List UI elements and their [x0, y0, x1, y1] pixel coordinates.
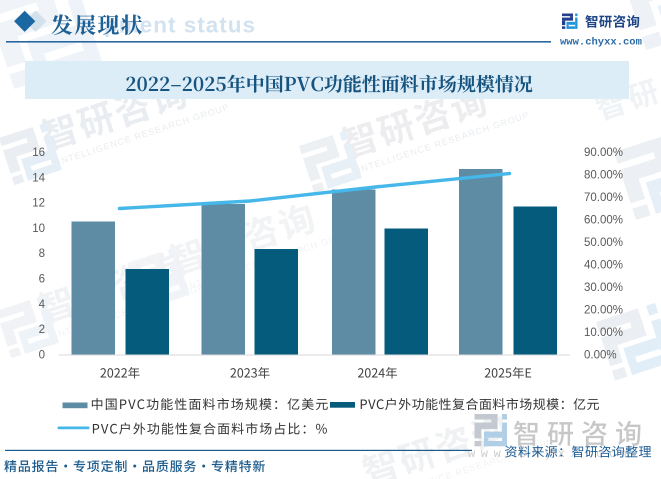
- svg-text:10.00%: 10.00%: [584, 327, 623, 339]
- svg-text:40.00%: 40.00%: [584, 260, 623, 272]
- svg-text:2: 2: [39, 324, 45, 336]
- svg-text:12: 12: [32, 198, 45, 210]
- svg-text:www.chyxx.com: www.chyxx.com: [560, 37, 642, 49]
- svg-text:90.00%: 90.00%: [584, 147, 623, 159]
- svg-text:16: 16: [32, 147, 45, 159]
- svg-text:70.00%: 70.00%: [584, 192, 623, 204]
- svg-text:pment status: pment status: [104, 13, 256, 38]
- svg-text:4: 4: [39, 299, 46, 311]
- svg-text:30.00%: 30.00%: [584, 282, 623, 294]
- svg-text:20.00%: 20.00%: [584, 305, 623, 317]
- svg-text:14: 14: [32, 172, 45, 184]
- svg-text:60.00%: 60.00%: [584, 215, 623, 227]
- svg-text:0.00%: 0.00%: [584, 350, 617, 362]
- svg-text:10: 10: [32, 223, 45, 235]
- svg-text:6: 6: [39, 274, 45, 286]
- svg-text:8: 8: [39, 248, 45, 260]
- svg-text:50.00%: 50.00%: [584, 237, 623, 249]
- svg-text:80.00%: 80.00%: [584, 170, 623, 182]
- svg-text:0: 0: [39, 350, 45, 362]
